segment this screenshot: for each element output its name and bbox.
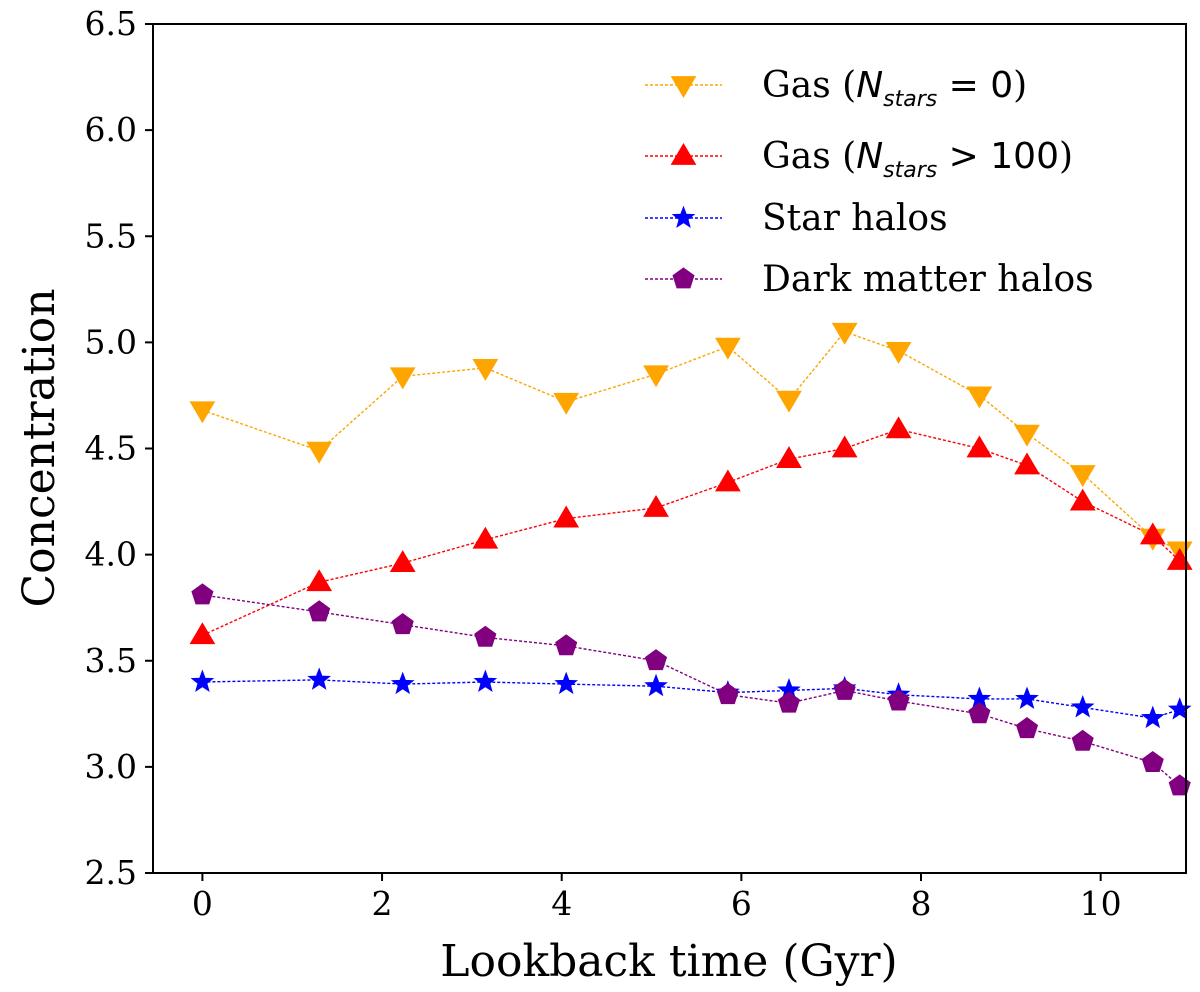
series-1-point	[1071, 490, 1095, 510]
series-1-point	[554, 507, 578, 527]
x-tick-label: 10	[1080, 884, 1122, 923]
y-axis-title: Concentration	[14, 288, 65, 607]
series-0-point	[777, 391, 801, 411]
series-0-point	[391, 368, 415, 388]
y-tick-label: 4.0	[85, 535, 137, 574]
series-0-point	[307, 442, 331, 462]
series-2-point	[646, 675, 667, 695]
series-line-0	[202, 332, 1179, 551]
series-3-point	[1169, 775, 1190, 795]
series-2-point	[309, 669, 330, 689]
x-tick-label: 8	[911, 884, 932, 923]
series-line-1	[202, 429, 1179, 635]
series-0-point	[833, 323, 857, 343]
series-3-point	[556, 635, 577, 655]
legend-marker-1	[672, 144, 696, 164]
series-3-point	[192, 584, 213, 604]
series-3-point	[309, 601, 330, 621]
plot-lines	[202, 332, 1179, 786]
legend-label-3: Dark matter halos	[762, 259, 1094, 300]
legend: Gas (Nstars = 0) Gas (Nstars > 100) Star h…	[645, 65, 1094, 300]
legend-label-0: Gas (Nstars = 0)	[762, 65, 1027, 112]
series-2-point	[556, 673, 577, 693]
series-2-point	[192, 671, 213, 691]
series-1-point	[1015, 453, 1039, 473]
y-tick-label: 4.5	[85, 429, 137, 468]
series-1-point	[967, 437, 991, 457]
plot-markers	[190, 323, 1191, 795]
series-0-point	[190, 402, 214, 422]
series-3-point	[1142, 752, 1163, 772]
series-line-3	[202, 595, 1179, 786]
y-tick-label: 6.5	[85, 4, 137, 43]
legend-marker-0	[672, 77, 696, 97]
x-axis: 0 2 4 6 8 10	[192, 873, 1122, 923]
y-tick-label: 6.0	[85, 110, 137, 149]
series-2-point	[1017, 688, 1038, 708]
x-tick-label: 2	[372, 884, 393, 923]
y-tick-label: 2.5	[85, 853, 137, 892]
y-tick-label: 5.0	[85, 322, 137, 361]
series-2-point	[392, 673, 413, 693]
series-0-point	[473, 359, 497, 379]
legend-label-1: Gas (Nstars > 100)	[762, 136, 1073, 183]
series-0-point	[967, 387, 991, 407]
y-axis: 2.5 3.0 3.5 4.0 4.5 5.0 5.5 6.0 6.5	[85, 4, 153, 892]
series-1-point	[473, 528, 497, 548]
series-1-point	[833, 437, 857, 457]
series-3-point	[717, 684, 738, 704]
series-2-point	[1142, 707, 1163, 727]
series-0-point	[887, 342, 911, 362]
series-2-point	[1072, 696, 1093, 716]
series-3-point	[1017, 718, 1038, 738]
series-0-point	[1015, 425, 1039, 445]
series-1-point	[777, 447, 801, 467]
series-1-point	[1168, 549, 1192, 569]
y-tick-label: 5.5	[85, 216, 137, 255]
series-0-point	[644, 366, 668, 386]
x-tick-label: 0	[192, 884, 213, 923]
legend-marker-2	[673, 207, 694, 227]
series-3-point	[1072, 730, 1093, 750]
legend-label-2: Star halos	[762, 198, 948, 239]
series-3-point	[834, 679, 855, 699]
series-1-point	[887, 417, 911, 437]
series-2-point	[1169, 699, 1190, 719]
x-tick-label: 6	[731, 884, 752, 923]
x-tick-label: 4	[551, 884, 572, 923]
series-1-point	[644, 496, 668, 516]
series-3-point	[646, 650, 667, 670]
series-0-point	[1071, 466, 1095, 486]
y-tick-label: 3.5	[85, 641, 137, 680]
chart: 0 2 4 6 8 10 2.5 3.0 3.5 4.0 4.5 5.0 5.5 6.0 6.5 Look…	[0, 0, 1200, 992]
series-0-point	[554, 393, 578, 413]
series-2-point	[475, 671, 496, 691]
series-0-point	[716, 338, 740, 358]
series-3-point	[475, 626, 496, 646]
y-tick-label: 3.0	[85, 747, 137, 786]
series-1-point	[716, 470, 740, 490]
series-3-point	[779, 692, 800, 712]
series-3-point	[392, 614, 413, 634]
x-axis-title: Lookback time (Gyr)	[440, 936, 897, 987]
legend-marker-3	[673, 268, 694, 288]
series-1-point	[190, 623, 214, 643]
series-3-point	[969, 703, 990, 723]
